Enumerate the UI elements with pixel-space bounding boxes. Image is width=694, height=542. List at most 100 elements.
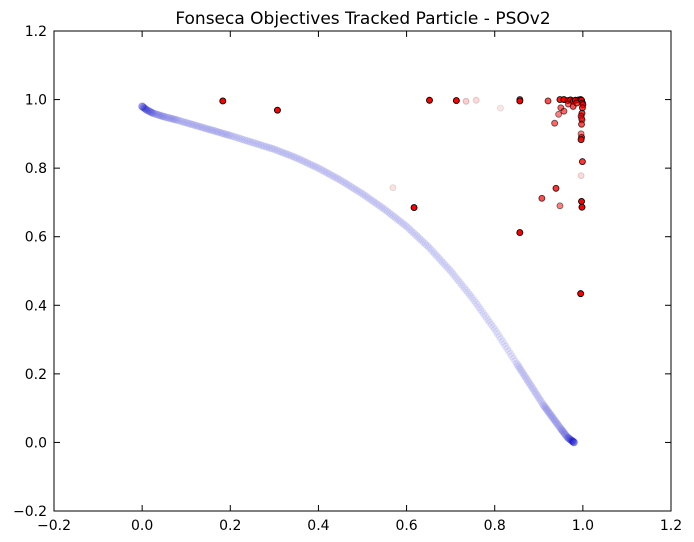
front-point <box>153 110 162 119</box>
front-point <box>360 191 368 199</box>
front-point <box>383 207 392 216</box>
front-point <box>440 260 449 269</box>
front-point <box>462 286 471 295</box>
front-point <box>385 209 394 217</box>
front-point <box>546 410 555 419</box>
front-point <box>394 216 403 225</box>
front-point <box>372 199 381 208</box>
front-point <box>569 438 578 446</box>
front-point <box>543 406 552 415</box>
x-tick-label: 0.4 <box>307 518 329 534</box>
y-tick-label: 0.2 <box>25 367 47 383</box>
front-point <box>563 432 571 441</box>
front-point <box>145 107 154 116</box>
front-point <box>567 436 576 445</box>
front-point <box>401 221 409 230</box>
front-point <box>189 121 198 129</box>
front-point <box>251 139 260 148</box>
front-point <box>569 438 578 447</box>
particle-point <box>462 97 470 105</box>
x-tick-label: 1.0 <box>572 518 594 534</box>
front-point <box>484 316 493 325</box>
front-point <box>421 240 430 248</box>
front-point <box>471 298 480 307</box>
front-point <box>438 258 447 267</box>
front-point <box>520 371 529 380</box>
front-point <box>192 121 201 130</box>
front-point <box>349 184 357 192</box>
front-point <box>570 438 578 447</box>
front-point <box>248 138 257 147</box>
front-point <box>558 427 567 436</box>
front-point <box>379 204 387 213</box>
front-point <box>446 267 455 275</box>
front-point <box>281 149 290 158</box>
front-point <box>152 110 161 119</box>
front-point <box>568 437 577 445</box>
front-point <box>316 165 324 173</box>
front-point <box>138 102 147 111</box>
front-point <box>194 122 203 131</box>
front-point <box>442 261 450 270</box>
front-point <box>396 217 405 226</box>
front-point <box>569 438 578 446</box>
front-point <box>147 108 156 117</box>
front-point <box>284 150 293 159</box>
front-point <box>535 394 544 403</box>
front-point <box>448 269 457 277</box>
particle-point <box>516 229 524 237</box>
front-point <box>306 160 315 169</box>
front-point <box>377 203 386 211</box>
particle-point <box>496 104 504 112</box>
front-point <box>501 342 510 351</box>
front-point <box>245 137 254 146</box>
front-point <box>569 437 578 446</box>
front-point <box>407 226 416 235</box>
chart-title: Fonseca Objectives Tracked Particle - PS… <box>175 9 550 29</box>
y-tick-label: 1.2 <box>25 24 47 40</box>
front-point <box>290 153 299 162</box>
front-point <box>183 119 192 127</box>
front-point <box>157 112 166 120</box>
front-point <box>478 307 487 316</box>
front-point <box>350 185 359 193</box>
front-point <box>551 417 560 425</box>
front-point <box>199 123 208 132</box>
front-point <box>336 176 345 185</box>
front-point <box>253 139 261 148</box>
front-point <box>405 225 414 234</box>
front-point <box>143 106 152 115</box>
front-point <box>268 144 277 153</box>
front-point <box>323 169 332 178</box>
front-point <box>534 393 543 402</box>
front-point <box>139 103 147 112</box>
front-point <box>334 175 343 184</box>
front-point <box>227 132 236 140</box>
front-point <box>568 437 577 446</box>
front-point <box>397 218 406 227</box>
front-point <box>314 164 323 173</box>
particle-point <box>578 114 585 122</box>
front-point <box>404 223 413 232</box>
front-point <box>240 136 249 144</box>
particle-point <box>555 110 563 118</box>
front-point <box>500 340 509 348</box>
front-point <box>155 111 164 120</box>
front-point <box>355 187 364 196</box>
front-point <box>418 237 427 246</box>
particle-point <box>552 184 560 192</box>
front-point <box>140 104 149 113</box>
front-point <box>509 354 518 363</box>
front-point <box>544 407 553 416</box>
particle-point <box>219 97 227 105</box>
front-point <box>164 114 173 122</box>
front-point <box>174 116 183 125</box>
front-point <box>465 290 474 299</box>
front-point <box>481 312 490 320</box>
front-point <box>504 347 513 356</box>
front-point <box>489 323 498 331</box>
front-point <box>544 408 553 417</box>
particle-point <box>551 119 559 127</box>
x-tick-label: −0.2 <box>37 518 71 534</box>
front-point <box>213 127 222 136</box>
